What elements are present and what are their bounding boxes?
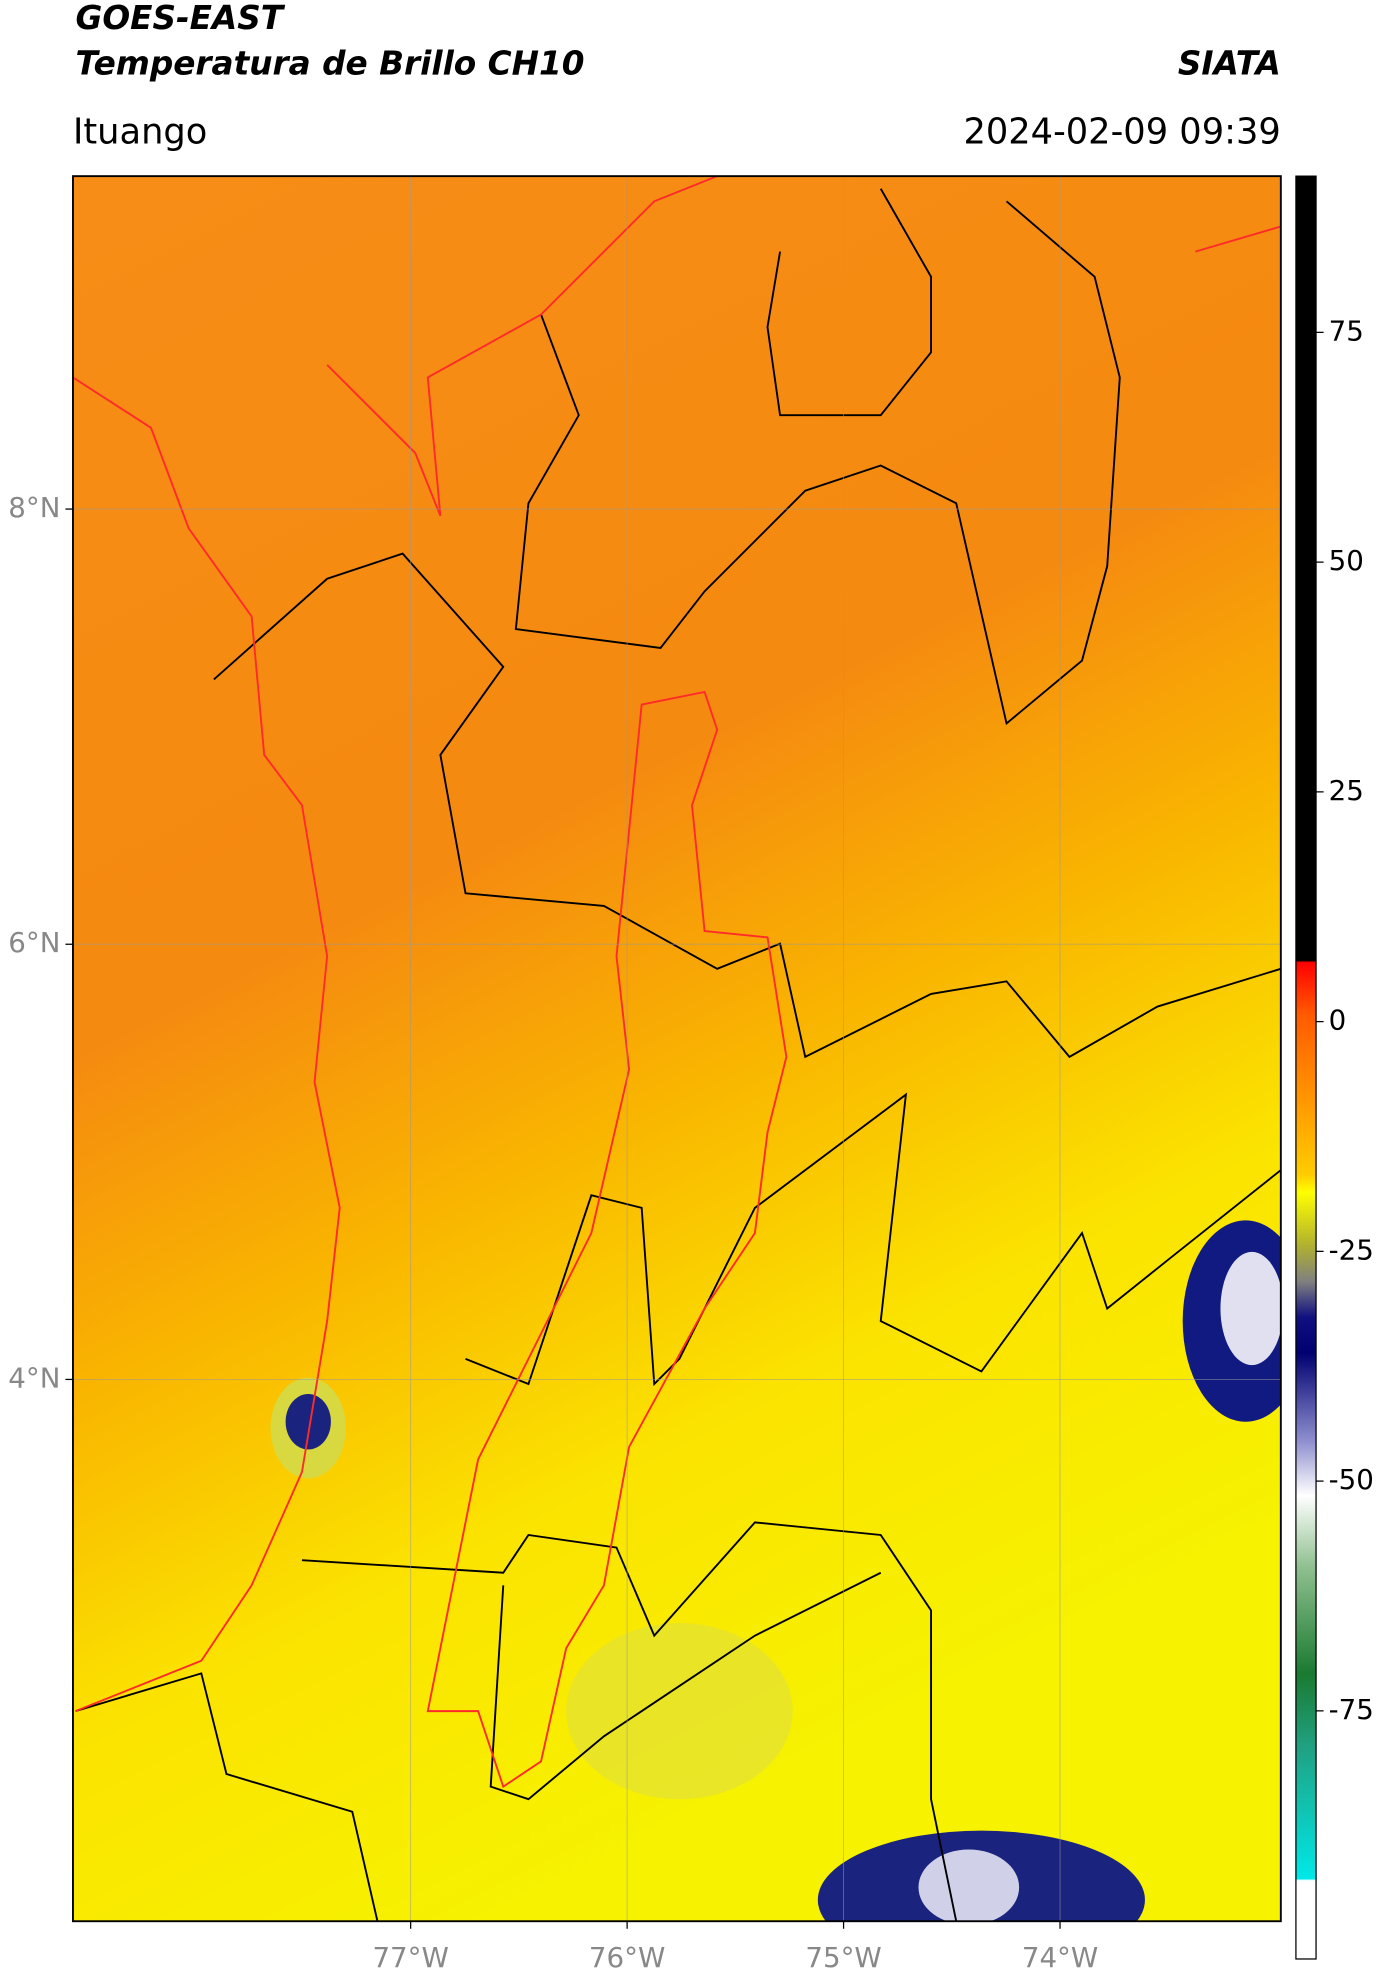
colorbar-tick-label: 50 (1329, 544, 1364, 577)
colorbar-tick-label: 75 (1329, 314, 1364, 347)
colorbar-tick-label: 25 (1329, 774, 1364, 807)
colorbar-tick-label: -50 (1329, 1463, 1374, 1496)
title: GOES-EAST (75, 0, 285, 37)
colorbar (1295, 175, 1317, 1960)
map-image (72, 176, 1281, 1922)
y-tick-label: 8°N (8, 491, 60, 524)
x-tick-label: 74°W (1022, 1941, 1098, 1974)
x-tick-label: 76°W (589, 1941, 665, 1974)
grid (72, 176, 1281, 1922)
y-tick-label: 6°N (8, 926, 60, 959)
datetime: 2024-02-09 09:39 (963, 111, 1280, 152)
source: SIATA (1178, 44, 1281, 82)
subtitle: Temperatura de Brillo CH10 (75, 44, 584, 82)
x-tick-label: 75°W (805, 1941, 881, 1974)
colorbar-tick-label: -75 (1329, 1693, 1374, 1726)
y-tick-label: 4°N (8, 1361, 60, 1394)
x-tick-label: 77°W (372, 1941, 448, 1974)
colorbar-tick-label: 0 (1329, 1004, 1347, 1037)
colorbar-tick-label: -25 (1329, 1233, 1374, 1266)
map-frame (72, 175, 1282, 1923)
place: Ituango (73, 111, 207, 152)
